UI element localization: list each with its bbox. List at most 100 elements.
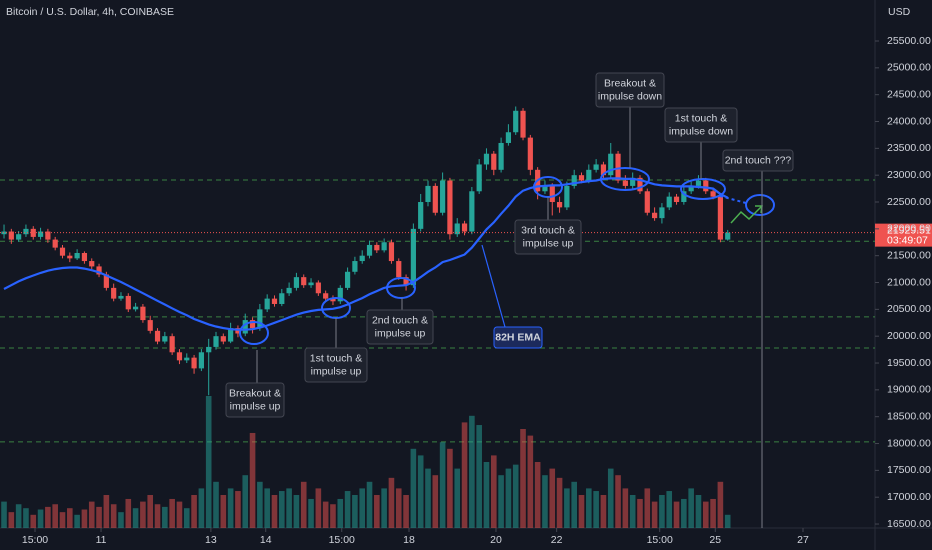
candle-body xyxy=(396,261,402,278)
candle-body xyxy=(527,137,533,170)
candle-body xyxy=(440,180,446,213)
annotation-text: 2nd touch & xyxy=(372,314,428,326)
volume-bar xyxy=(30,514,37,528)
y-tick-label: 23000.00 xyxy=(887,169,931,181)
y-tick-label: 21500.00 xyxy=(887,249,931,261)
candle-body xyxy=(652,212,658,219)
volume-bar xyxy=(461,422,468,528)
volume-bar xyxy=(593,491,599,528)
candle-body xyxy=(1,231,7,235)
candle-body xyxy=(432,185,438,213)
volume-bar xyxy=(381,488,387,528)
volume-bar xyxy=(710,498,716,528)
volume-bar xyxy=(366,481,373,528)
volume-bar xyxy=(395,488,402,528)
volume-bar xyxy=(15,504,22,528)
volume-bar xyxy=(1,501,7,528)
volume-bar xyxy=(264,488,270,528)
candle-body xyxy=(147,320,153,331)
volume-bar xyxy=(374,495,380,528)
volume-bar xyxy=(344,491,351,528)
ema-line xyxy=(3,177,729,331)
volume-bar xyxy=(717,481,724,528)
candle-body xyxy=(608,153,614,176)
candle-body xyxy=(498,142,504,170)
volume-bar xyxy=(330,504,336,528)
volume-bar xyxy=(315,488,322,528)
volume-bar xyxy=(651,501,658,528)
volume-bar xyxy=(88,501,95,528)
y-tick-label: 20000.00 xyxy=(887,330,931,342)
annotation-box xyxy=(225,382,285,418)
candle-body xyxy=(578,175,585,181)
candle-body xyxy=(89,261,95,267)
annotation-text: impulse down xyxy=(669,125,733,137)
candle-body xyxy=(16,234,22,240)
candle-body xyxy=(571,175,577,186)
annotation-text: impulse up xyxy=(311,365,362,377)
candle-body xyxy=(37,231,44,237)
candle-body xyxy=(323,293,329,299)
candle-body xyxy=(615,153,621,181)
annotation-box xyxy=(514,219,582,255)
candle-body xyxy=(242,320,248,334)
candle-body xyxy=(59,247,66,256)
volume-bar xyxy=(154,504,161,528)
volume-bar xyxy=(52,504,58,528)
candle-body xyxy=(549,185,555,203)
volume-bar xyxy=(490,455,497,528)
candle-body xyxy=(374,244,380,251)
annotation-text: impulse down xyxy=(598,90,662,102)
y-tick-label: 24000.00 xyxy=(887,115,931,127)
volume-bar xyxy=(132,508,139,528)
y-tick-label: 22000.00 xyxy=(887,223,931,235)
volume-bar xyxy=(571,481,577,528)
candle-body xyxy=(586,169,592,181)
volume-bar xyxy=(249,432,256,528)
candle-body xyxy=(330,298,336,302)
candle-body xyxy=(67,255,73,259)
volume-bar xyxy=(607,468,614,528)
y-tick-label: 18500.00 xyxy=(887,410,931,422)
volume-bar xyxy=(169,498,175,528)
x-tick-label: 25 xyxy=(709,534,721,546)
annotation-text: Breakout & xyxy=(604,77,656,89)
candle-body xyxy=(710,191,716,197)
candle-body xyxy=(454,223,460,235)
x-tick-label: 15:00 xyxy=(22,534,48,546)
annotation-text: 82H EMA xyxy=(495,331,541,343)
volume-bar xyxy=(235,491,241,528)
currency: USD xyxy=(888,6,911,18)
candle-body xyxy=(483,153,490,165)
candle-body xyxy=(249,320,256,329)
x-tick-label: 11 xyxy=(96,534,107,546)
volume-bar xyxy=(403,495,409,528)
annotation-box xyxy=(664,107,738,143)
touch-circle xyxy=(386,277,416,299)
volume-bar xyxy=(659,495,665,528)
candle-body xyxy=(688,185,694,192)
candle-body xyxy=(461,223,468,232)
candle-body xyxy=(622,180,628,186)
candle-body xyxy=(505,132,512,143)
x-tick-label: 15:00 xyxy=(329,534,355,546)
volume-bar xyxy=(96,506,102,528)
candle-body xyxy=(23,228,29,235)
ema-label-leader xyxy=(481,244,506,328)
candle-body xyxy=(8,231,14,240)
volume-bar xyxy=(81,509,88,528)
annotation-text: 3rd touch & xyxy=(521,224,575,236)
candles xyxy=(1,106,731,396)
candle-body xyxy=(388,242,395,262)
volume-bar xyxy=(469,415,475,528)
candle-body xyxy=(352,261,358,272)
volume-bar xyxy=(578,495,585,528)
volume-bar xyxy=(278,491,285,528)
volume-bar xyxy=(564,488,570,528)
touch-circle xyxy=(600,167,650,191)
volume-bar xyxy=(622,488,629,528)
candle-body xyxy=(125,295,131,310)
volume-bar xyxy=(600,495,607,528)
candle-body xyxy=(410,228,416,286)
